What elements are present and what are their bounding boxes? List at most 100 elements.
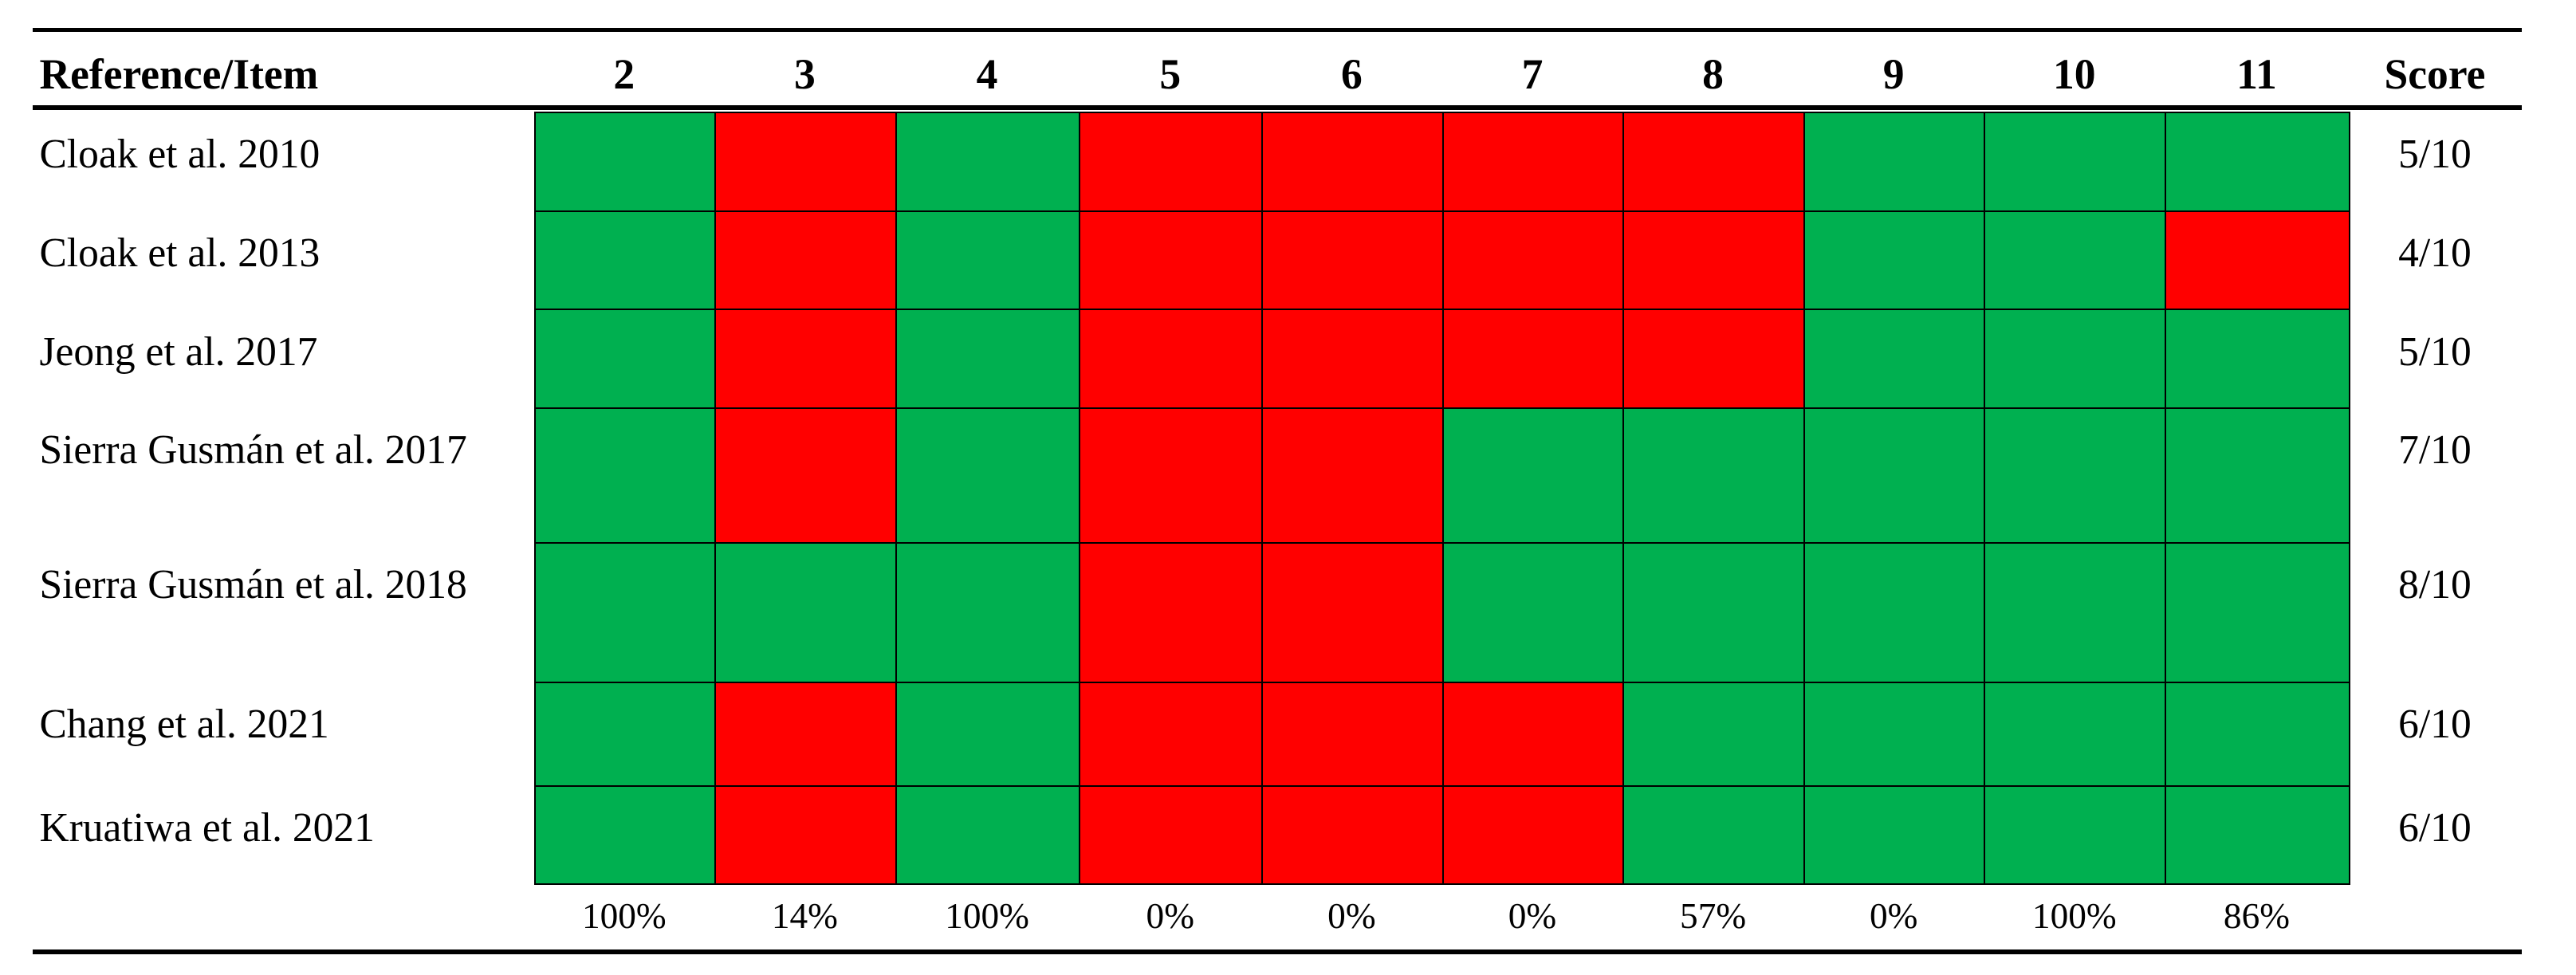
rating-cell — [533, 541, 717, 683]
header-item: 10 — [2052, 49, 2096, 98]
rating-cell — [1622, 541, 1805, 683]
reference: Chang et al. 2021 — [39, 702, 329, 748]
rating-cell — [714, 210, 897, 311]
rating-cell — [2165, 210, 2350, 311]
item-percentage: 86% — [2223, 895, 2290, 936]
rating-cell — [1803, 784, 1986, 886]
rating-cell — [1079, 541, 1264, 683]
rating-cell — [1261, 407, 1444, 544]
rating-cell — [1803, 210, 1986, 311]
item-percentage: 100% — [581, 895, 667, 936]
item-percentage: 0% — [1508, 895, 1557, 936]
rating-cell — [2165, 541, 2350, 683]
rating-cell — [1622, 309, 1805, 409]
rating-cell — [533, 407, 717, 544]
rating-cell — [533, 681, 717, 787]
rating-cell — [1261, 309, 1444, 409]
score: 5/10 — [2398, 132, 2472, 178]
rating-cell — [2165, 784, 2350, 886]
rating-cell — [1803, 407, 1986, 544]
header-item: 9 — [1882, 49, 1905, 98]
rating-cell — [533, 784, 717, 886]
rating-cell — [714, 784, 897, 886]
header-rule — [33, 105, 2522, 110]
rating-cell — [1079, 210, 1264, 311]
rating-cell — [1079, 784, 1264, 886]
rating-cell — [895, 210, 1081, 311]
header-item: 3 — [794, 49, 816, 98]
rating-cell — [714, 681, 897, 787]
rating-cell — [1261, 112, 1444, 212]
rating-cell — [1622, 784, 1805, 886]
score: 4/10 — [2398, 230, 2472, 277]
score: 6/10 — [2398, 702, 2472, 748]
item-percentage: 100% — [945, 895, 1029, 936]
rating-cell — [1984, 407, 2167, 544]
item-percentage: 0% — [1327, 895, 1376, 936]
item-percentage: 57% — [1680, 895, 1747, 936]
rating-cell — [895, 541, 1081, 683]
rating-cell — [714, 541, 897, 683]
item-percentage: 0% — [1869, 895, 1918, 936]
rating-cell — [2165, 681, 2350, 787]
reference: Jeong et al. 2017 — [39, 328, 318, 375]
rating-cell — [1261, 210, 1444, 311]
header-reference: Reference/Item — [39, 49, 319, 98]
rating-cell — [1984, 784, 2167, 886]
rating-cell — [1803, 309, 1986, 409]
top-rule — [33, 28, 2522, 32]
rating-cell — [1622, 407, 1805, 544]
rating-cell — [2165, 112, 2350, 212]
rating-cell — [1984, 309, 2167, 409]
reference: Cloak et al. 2013 — [39, 230, 321, 277]
rating-cell — [1441, 407, 1625, 544]
rating-cell — [1441, 784, 1625, 886]
reference: Sierra Gusmán et al. 2018 — [39, 562, 467, 608]
rating-cell — [2165, 309, 2350, 409]
rating-cell — [1079, 309, 1264, 409]
rating-cell — [1079, 112, 1264, 212]
rating-cell — [1261, 784, 1444, 886]
rating-cell — [895, 784, 1081, 886]
header-item: 8 — [1702, 49, 1724, 98]
score: 7/10 — [2398, 427, 2472, 474]
rating-cell — [1803, 541, 1986, 683]
rating-cell — [533, 112, 717, 212]
rating-cell — [533, 309, 717, 409]
rating-cell — [1261, 541, 1444, 683]
rating-cell — [1622, 210, 1805, 311]
header-item: 5 — [1159, 49, 1182, 98]
score: 8/10 — [2398, 562, 2472, 608]
rating-cell — [1803, 681, 1986, 787]
reference: Kruatiwa et al. 2021 — [39, 805, 375, 851]
rating-cell — [895, 681, 1081, 787]
rating-cell — [1079, 681, 1264, 787]
rating-cell — [533, 210, 717, 311]
rating-cell — [895, 112, 1081, 212]
rating-cell — [714, 112, 897, 212]
rating-cell — [2165, 407, 2350, 544]
rating-cell — [1441, 681, 1625, 787]
header-item: 4 — [976, 49, 998, 98]
header-item: 2 — [613, 49, 635, 98]
rating-cell — [1261, 681, 1444, 787]
header-item: 6 — [1340, 49, 1363, 98]
rating-cell — [1984, 112, 2167, 212]
rating-cell — [1622, 112, 1805, 212]
rating-cell — [1441, 112, 1625, 212]
item-percentage: 0% — [1146, 895, 1194, 936]
item-percentage: 14% — [771, 895, 838, 936]
score: 6/10 — [2398, 805, 2472, 851]
item-percentage: 100% — [2031, 895, 2117, 936]
rating-cell — [714, 309, 897, 409]
rating-cell — [895, 309, 1081, 409]
rating-cell — [1984, 681, 2167, 787]
header-score: Score — [2384, 49, 2486, 98]
bottom-rule — [33, 949, 2522, 954]
header-item: 11 — [2236, 49, 2277, 98]
rating-cell — [1984, 210, 2167, 311]
rating-cell — [895, 407, 1081, 544]
score: 5/10 — [2398, 328, 2472, 375]
rating-cell — [1441, 309, 1625, 409]
